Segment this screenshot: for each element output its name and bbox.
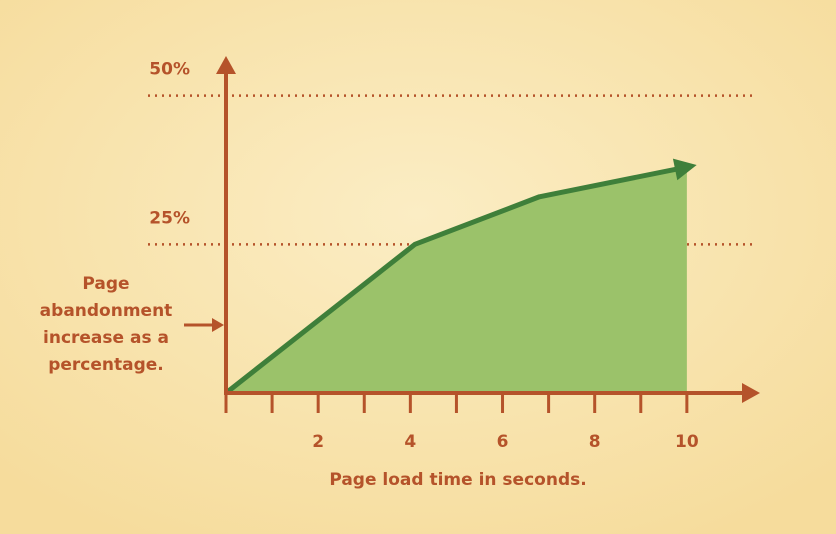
y-tick-label: 50% bbox=[149, 60, 190, 80]
y-label: Page abandonment increase as a percentage. bbox=[40, 274, 173, 375]
y-axis-arrowhead bbox=[216, 56, 236, 74]
line-arrowhead bbox=[672, 158, 697, 181]
x-tick-label: 8 bbox=[589, 432, 601, 452]
y-label-arrowhead bbox=[212, 318, 224, 332]
x-tick-label: 2 bbox=[312, 432, 324, 452]
y-label-line: percentage. bbox=[48, 355, 164, 375]
y-label-line: abandonment bbox=[40, 301, 173, 321]
area bbox=[226, 167, 687, 393]
y-label-line: increase as a bbox=[43, 328, 169, 348]
line bbox=[224, 164, 688, 395]
x-tick-label: 6 bbox=[497, 432, 509, 452]
y-tick-label: 25% bbox=[149, 208, 190, 228]
x-axis-arrowhead bbox=[742, 383, 760, 403]
x-axis-label: Page load time in seconds. bbox=[329, 470, 586, 490]
x-tick-label: 10 bbox=[675, 432, 699, 452]
x-tick-label: 4 bbox=[404, 432, 416, 452]
y-label-line: Page bbox=[82, 274, 129, 294]
